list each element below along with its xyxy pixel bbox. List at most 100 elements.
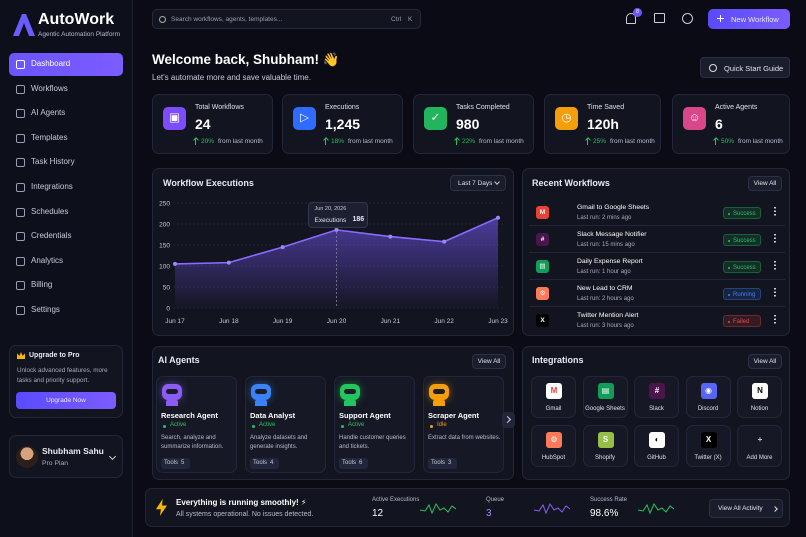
more-menu[interactable]: [774, 314, 776, 324]
integration-tile[interactable]: X Twitter (X): [685, 425, 731, 467]
nav-item[interactable]: Schedules: [9, 201, 123, 224]
y-tick-label: 250: [159, 201, 170, 208]
bell-icon[interactable]: [626, 13, 636, 24]
icon: ◷: [555, 107, 578, 130]
point: [442, 239, 447, 244]
recent-workflows-card: Recent Workflows View All M Gmail to Google…: [522, 168, 790, 336]
search-placeholder: Search workflows, agents, templates...: [171, 16, 283, 23]
icon: #: [649, 383, 665, 399]
new-workflow-button[interactable]: New Workflow: [708, 9, 790, 29]
metric-label: Success Rate: [590, 497, 628, 503]
welcome-subtitle: Let's automate more and save valuable ti…: [152, 73, 311, 82]
quick-start-button[interactable]: Quick Start Guide: [700, 57, 790, 78]
next-button[interactable]: [502, 412, 515, 428]
nav-label: Task History: [31, 157, 75, 167]
more-menu[interactable]: [774, 233, 776, 243]
nav-item[interactable]: Credentials: [9, 225, 123, 248]
integration-tile[interactable]: M Gmail: [531, 376, 576, 418]
up-arrow-head: [453, 137, 460, 143]
nav-label: Settings: [31, 305, 60, 314]
status-dot: [728, 267, 730, 269]
status-label: Success: [733, 237, 756, 244]
nav-item[interactable]: Workflows: [9, 78, 123, 101]
x-tick-label: Jun 23: [488, 318, 508, 325]
nav-item[interactable]: Task History: [9, 151, 123, 174]
agent-card[interactable]: Data Analyst Active Analyze datasets and g…: [245, 376, 326, 473]
nav-icon: [16, 84, 25, 94]
workflow-name: Twitter Mention Alert: [577, 312, 639, 319]
tooltip: Jun 20, 2026 Executions 186: [307, 202, 368, 228]
chevron: [108, 452, 117, 461]
workflow-last-run: Last run: 2 hours ago: [577, 296, 634, 302]
nav-icon: [16, 306, 25, 315]
view-all-button[interactable]: View All: [748, 176, 782, 191]
help-icon[interactable]: [682, 13, 693, 24]
integration-tile[interactable]: # Slack: [634, 376, 679, 418]
integration-tile[interactable]: ▤ Google Sheets: [582, 376, 628, 418]
y-tick-label: 100: [159, 264, 170, 271]
nav-item[interactable]: Integrations: [9, 176, 123, 199]
integration-tile[interactable]: ◐ GitHub: [634, 425, 679, 467]
upgrade-text: Unlock advanced features, more tasks and…: [17, 367, 108, 384]
docs-icon[interactable]: [654, 13, 665, 23]
more-menu[interactable]: [774, 206, 776, 216]
workflow-row[interactable]: ▤ Daily Expense Report Last run: 1 hour ag…: [529, 254, 785, 280]
integration-tile[interactable]: + Add More: [737, 425, 782, 467]
icon: M: [536, 206, 549, 219]
integration-tile[interactable]: ⚙ HubSpot: [531, 425, 576, 467]
stat-label: Tasks Completed: [456, 104, 510, 111]
nav-item[interactable]: AI Agents: [9, 102, 123, 125]
nav-item[interactable]: Dashboard: [9, 53, 123, 76]
integration-tile[interactable]: S Shopify: [582, 425, 628, 467]
view-activity-button[interactable]: View All Activity: [709, 499, 783, 518]
view-all-button[interactable]: View All: [748, 354, 782, 369]
nav-icon: [16, 60, 25, 69]
status-label: Running: [733, 291, 756, 298]
robot-eyes: [166, 389, 178, 394]
nav-icon: [16, 232, 25, 242]
range-dropdown[interactable]: Last 7 Days: [450, 175, 506, 191]
search-box[interactable]: Search workflows, agents, templates... Ct…: [152, 9, 421, 29]
stat-change: 25%: [593, 138, 607, 145]
integration-tile[interactable]: ◉ Discord: [685, 376, 731, 418]
nav-item[interactable]: Settings: [9, 299, 123, 322]
agent-description: Analyze datasets and generate insights.: [250, 435, 308, 450]
icon: X: [700, 432, 717, 448]
tools-count: 5: [181, 460, 185, 466]
tools-count: 6: [359, 460, 363, 466]
workflow-row[interactable]: M Gmail to Google Sheets Last run: 2 mins …: [529, 200, 785, 226]
more-menu[interactable]: [774, 287, 776, 297]
agent-status: Active: [259, 422, 276, 428]
nav-item[interactable]: Analytics: [9, 250, 123, 273]
user-card[interactable]: Shubham Sahu Pro Plan: [9, 435, 123, 478]
nav-item[interactable]: Templates: [9, 127, 123, 150]
y-tick-label: 50: [163, 285, 171, 292]
workflow-name: Gmail to Google Sheets: [577, 204, 650, 211]
stat-label: Time Saved: [587, 104, 625, 111]
workflow-row[interactable]: X Twitter Mention Alert Last run: 3 hours …: [529, 308, 785, 334]
workflow-row[interactable]: # Slack Message Notifier Last run: 15 mins…: [529, 227, 785, 253]
integration-name: Slack: [649, 406, 664, 412]
status-label: Success: [733, 210, 756, 217]
stat-value: 120h: [587, 116, 619, 132]
integration-name: Shopify: [594, 455, 615, 461]
workflow-row[interactable]: ⚙ New Lead to CRM Last run: 2 hours ago Run…: [529, 281, 785, 307]
user-name: Shubham Sahu: [42, 446, 104, 456]
agent-card[interactable]: Support Agent Active Handle customer queri…: [334, 376, 415, 473]
x-tick-label: Jun 21: [381, 318, 401, 325]
agent-description: Handle customer queries and tickets.: [339, 435, 406, 450]
integration-tile[interactable]: N Notion: [737, 376, 782, 418]
more-menu[interactable]: [774, 260, 776, 270]
status-label: Failed: [733, 318, 750, 325]
notification-badge: 8: [633, 8, 642, 17]
icon: X: [536, 314, 549, 327]
upgrade-button[interactable]: Upgrade Now: [16, 392, 116, 409]
view-all-button[interactable]: View All: [472, 354, 506, 369]
tools-pill: Tools 4: [250, 458, 279, 469]
tooltip-value: 186: [352, 216, 365, 223]
nav-label: Templates: [31, 132, 68, 142]
nav-item[interactable]: Billing: [9, 274, 123, 297]
agent-card[interactable]: Research Agent Active Search, analyze and …: [156, 376, 237, 473]
agent-card[interactable]: Scraper Agent Idle Extract data from websi…: [423, 376, 504, 473]
up-arrow-head: [712, 137, 719, 143]
